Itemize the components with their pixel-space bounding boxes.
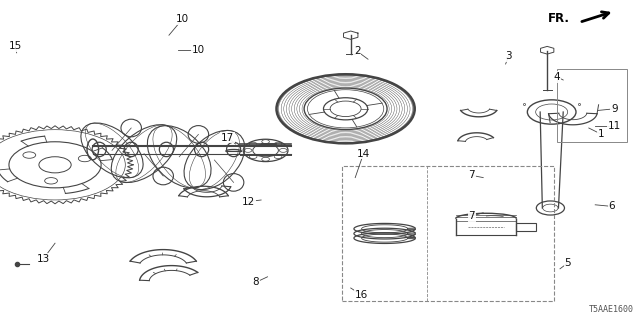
Text: 13: 13 <box>37 253 50 264</box>
Bar <box>342 166 554 301</box>
Text: 17: 17 <box>221 132 234 143</box>
Bar <box>516 223 536 231</box>
Text: 16: 16 <box>355 290 368 300</box>
Text: 12: 12 <box>242 196 255 207</box>
Text: 9: 9 <box>611 104 618 114</box>
Text: 11: 11 <box>608 121 621 132</box>
Text: 2: 2 <box>354 46 360 56</box>
Text: 14: 14 <box>357 148 370 159</box>
Text: 5: 5 <box>564 258 571 268</box>
Text: FR.: FR. <box>548 12 570 25</box>
Text: 10: 10 <box>176 14 189 24</box>
Text: 10: 10 <box>192 44 205 55</box>
Text: 15: 15 <box>9 41 22 52</box>
Text: 3: 3 <box>506 51 512 61</box>
Text: T5AAE1600: T5AAE1600 <box>589 305 634 314</box>
Text: 8: 8 <box>253 277 259 287</box>
Text: 6: 6 <box>609 201 615 212</box>
Text: 1: 1 <box>598 129 605 140</box>
Bar <box>557 69 627 142</box>
Text: 7: 7 <box>468 211 475 221</box>
Text: 4: 4 <box>554 72 560 82</box>
Text: 7: 7 <box>468 170 475 180</box>
